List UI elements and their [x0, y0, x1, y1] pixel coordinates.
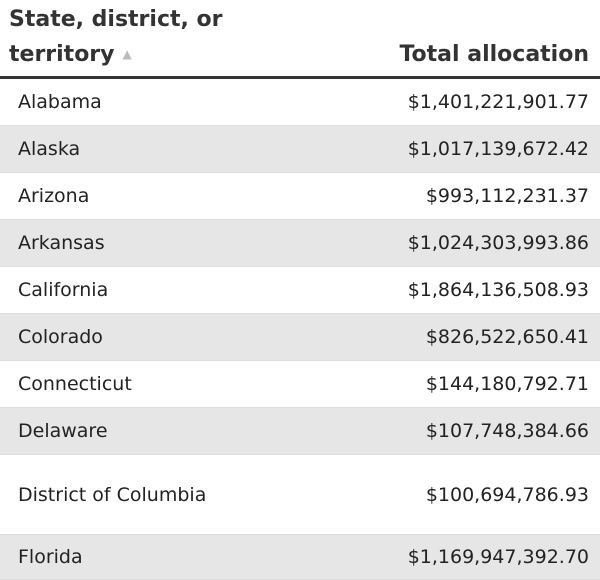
table-header: State, district, or territory ▲ Total all…: [0, 0, 600, 79]
amount-cell: $1,017,139,672.42: [407, 138, 589, 160]
state-header-line1: State, district, or: [9, 7, 223, 32]
state-cell: Alaska: [18, 138, 81, 160]
amount-cell: $100,694,786.93: [425, 483, 589, 506]
table-row: Florida $1,169,947,392.70: [0, 535, 600, 580]
table-row: Colorado $826,522,650.41: [0, 314, 600, 361]
amount-cell: $1,169,947,392.70: [407, 546, 589, 568]
state-column-header[interactable]: State, district, or territory ▲: [9, 2, 223, 72]
table-row: Arizona $993,112,231.37: [0, 173, 600, 220]
amount-cell: $1,401,221,901.77: [407, 91, 589, 113]
table-row: District of Columbia $100,694,786.93: [0, 455, 600, 535]
amount-cell: $1,024,303,993.86: [407, 232, 589, 254]
amount-cell: $993,112,231.37: [425, 185, 589, 207]
state-cell: Arizona: [18, 185, 90, 207]
amount-cell: $144,180,792.71: [425, 373, 589, 395]
amount-cell: $107,748,384.66: [425, 420, 589, 442]
amount-cell: $1,864,136,508.93: [407, 279, 589, 301]
table-row: Arkansas $1,024,303,993.86: [0, 220, 600, 267]
state-header-line2: territory: [9, 42, 115, 67]
state-cell: Connecticut: [18, 373, 132, 395]
table-row: Connecticut $144,180,792.71: [0, 361, 600, 408]
state-cell: California: [18, 279, 109, 301]
table-row: Alaska $1,017,139,672.42: [0, 126, 600, 173]
amount-column-header[interactable]: Total allocation: [399, 42, 589, 67]
state-cell: Arkansas: [18, 232, 105, 254]
amount-cell: $826,522,650.41: [425, 326, 589, 348]
table-row: Delaware $107,748,384.66: [0, 408, 600, 455]
state-cell: Alabama: [18, 91, 102, 113]
state-cell: Florida: [18, 546, 83, 568]
sort-ascending-icon[interactable]: ▲: [122, 47, 132, 61]
state-cell: Delaware: [18, 420, 108, 442]
table-row: Alabama $1,401,221,901.77: [0, 79, 600, 126]
state-cell: Colorado: [18, 326, 103, 348]
table-row: California $1,864,136,508.93: [0, 267, 600, 314]
state-cell: District of Columbia: [18, 483, 207, 506]
